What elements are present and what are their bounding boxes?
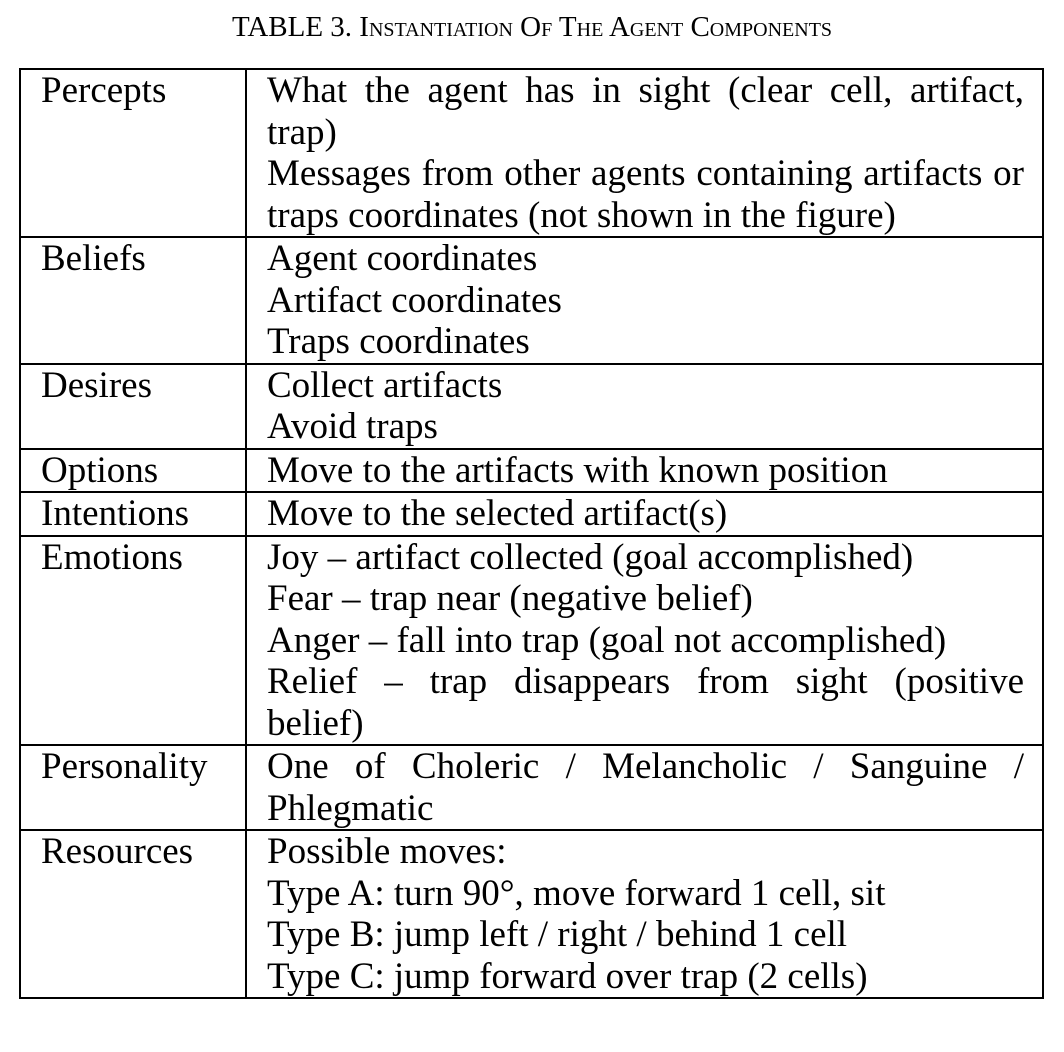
description-line: Move to the selected artifact(s) xyxy=(267,493,728,534)
table-row: Resources Possible moves: Type A: turn 9… xyxy=(19,829,1044,999)
table-row: Beliefs Agent coordinates Artifact coord… xyxy=(19,236,1044,365)
description-line: Messages from other agents containing ar… xyxy=(267,153,1024,236)
description-line: Possible moves: xyxy=(267,831,507,872)
description-line: Relief – trap disappears from sight (pos… xyxy=(267,661,1024,744)
table-caption-title: Instantiation Of The Agent Components xyxy=(359,11,833,43)
row-label-intentions: Intentions xyxy=(19,491,247,537)
row-description-intentions: Move to the selected artifact(s) xyxy=(245,491,1044,537)
description-line: One of Choleric / Melancholic / Sanguine… xyxy=(267,746,1024,829)
description-line: What the agent has in sight (clear cell,… xyxy=(267,70,1024,153)
table-row: Percepts What the agent has in sight (cl… xyxy=(19,68,1044,238)
row-description-desires: Collect artifacts Avoid traps xyxy=(245,362,1044,450)
row-label-personality: Personality xyxy=(19,744,247,831)
row-description-beliefs: Agent coordinates Artifact coordinates T… xyxy=(245,236,1044,365)
description-line: Fear – trap near (negative belief) xyxy=(267,578,753,619)
description-line: Move to the artifacts with known positio… xyxy=(267,449,888,491)
table-row: Personality One of Choleric / Melancholi… xyxy=(19,744,1044,831)
description-line: Traps coordinates xyxy=(267,321,530,362)
row-label-desires: Desires xyxy=(19,362,247,450)
table-caption-number: TABLE 3. xyxy=(231,11,353,43)
table-row: Options Move to the artifacts with known… xyxy=(19,447,1044,493)
description-line: Avoid traps xyxy=(267,406,438,447)
description-line: Agent coordinates xyxy=(267,238,538,279)
row-description-emotions: Joy – artifact collected (goal accomplis… xyxy=(245,534,1044,746)
table-row: Desires Collect artifacts Avoid traps xyxy=(19,362,1044,450)
agent-components-table: Percepts What the agent has in sight (cl… xyxy=(19,68,1044,999)
row-description-percepts: What the agent has in sight (clear cell,… xyxy=(245,68,1044,238)
table-row: Emotions Joy – artifact collected (goal … xyxy=(19,534,1044,746)
description-line: Joy – artifact collected (goal accomplis… xyxy=(267,536,914,578)
row-description-personality: One of Choleric / Melancholic / Sanguine… xyxy=(245,744,1044,831)
row-label-options: Options xyxy=(19,447,247,493)
description-line: Type B: jump left / right / behind 1 cel… xyxy=(267,914,848,955)
description-line: Collect artifacts xyxy=(267,364,503,406)
row-label-percepts: Percepts xyxy=(19,68,247,238)
description-line: Type C: jump forward over trap (2 cells) xyxy=(267,955,868,997)
row-label-emotions: Emotions xyxy=(19,534,247,746)
description-line: Artifact coordinates xyxy=(267,279,562,321)
row-label-beliefs: Beliefs xyxy=(19,236,247,365)
row-label-resources: Resources xyxy=(19,829,247,999)
row-description-options: Move to the artifacts with known positio… xyxy=(245,447,1044,493)
description-line: Anger – fall into trap (goal not accompl… xyxy=(267,619,947,661)
table-caption: TABLE 3. Instantiation Of The Agent Comp… xyxy=(0,10,1064,44)
table-row: Intentions Move to the selected artifact… xyxy=(19,491,1044,537)
description-line: Type A: turn 90°, move forward 1 cell, s… xyxy=(267,872,886,914)
row-description-resources: Possible moves: Type A: turn 90°, move f… xyxy=(245,829,1044,999)
